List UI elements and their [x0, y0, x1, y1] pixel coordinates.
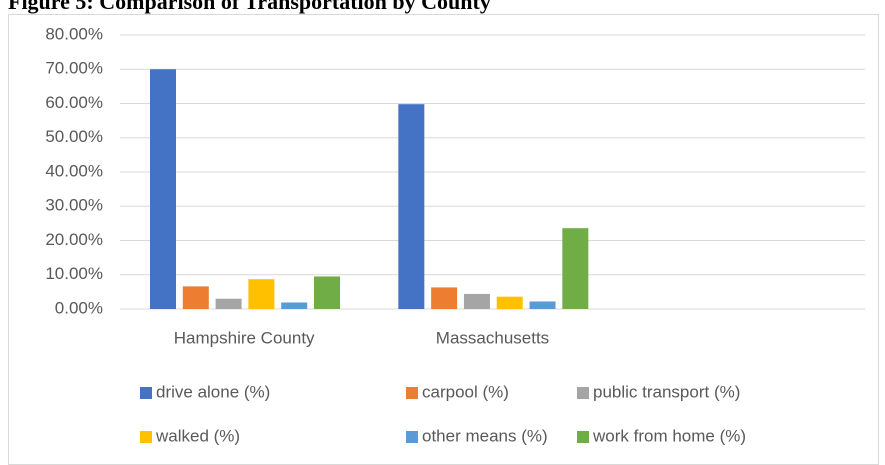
bar: [562, 228, 589, 309]
bar: [182, 286, 209, 309]
legend-swatch: [140, 387, 152, 399]
bar: [431, 287, 458, 309]
bar: [215, 298, 242, 309]
bar: [398, 104, 425, 309]
legend-swatch: [406, 387, 418, 399]
y-tick-label: 40.00%: [45, 161, 103, 180]
legend-label: work from home (%): [592, 426, 746, 445]
bar: [281, 302, 308, 309]
legend-label: carpool (%): [422, 382, 509, 401]
x-tick-label: Hampshire County: [174, 328, 315, 347]
y-tick-label: 20.00%: [45, 230, 103, 249]
legend-label: walked (%): [155, 426, 240, 445]
x-tick-label: Massachusetts: [436, 328, 549, 347]
bar: [496, 296, 523, 309]
bar: [529, 301, 556, 309]
legend-label: public transport (%): [593, 382, 740, 401]
y-tick-label: 80.00%: [45, 24, 103, 43]
y-tick-label: 60.00%: [45, 93, 103, 112]
y-tick-label: 30.00%: [45, 196, 103, 215]
legend-swatch: [140, 431, 152, 443]
legend-swatch: [406, 431, 418, 443]
bar: [314, 276, 340, 309]
y-tick-label: 0.00%: [55, 298, 103, 317]
y-tick-label: 10.00%: [45, 264, 103, 283]
bar: [463, 293, 490, 309]
legend-swatch: [577, 387, 589, 399]
y-tick-label: 50.00%: [45, 127, 103, 146]
bar: [150, 69, 176, 309]
legend-label: other means (%): [422, 426, 548, 445]
y-tick-label: 70.00%: [45, 59, 103, 78]
bar: [248, 279, 275, 309]
legend-label: drive alone (%): [156, 382, 270, 401]
legend-swatch: [577, 431, 589, 443]
chart-title: Figure 5: Comparison of Transportation b…: [8, 0, 491, 14]
